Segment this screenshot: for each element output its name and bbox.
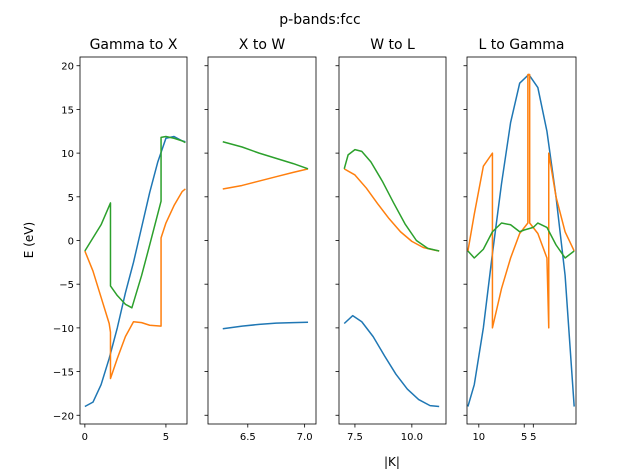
subplot-2: X to W 6.5 7.0 bbox=[204, 37, 317, 443]
subplot-1: Gamma to X −20 −15 −10 −5 0 5 10 15 20 0 5 bbox=[53, 37, 188, 443]
x-tick-label: 5 bbox=[521, 432, 527, 443]
x-tick-label: 7.5 bbox=[347, 432, 363, 443]
x-tick-label: 0 bbox=[82, 432, 88, 443]
band-line-1 bbox=[84, 135, 186, 408]
band-line-3 bbox=[84, 135, 186, 309]
x-tick-label: 5 bbox=[163, 432, 169, 443]
figure-ylabel: E (eV) bbox=[22, 222, 36, 258]
band-line-2 bbox=[222, 168, 309, 190]
x-tick-label: 5 bbox=[530, 432, 536, 443]
y-tick-label: −5 bbox=[59, 280, 74, 291]
subplot-title: Gamma to X bbox=[90, 37, 178, 53]
band-line-2 bbox=[84, 188, 186, 380]
x-tick-label: 10.0 bbox=[401, 432, 423, 443]
y-tick-label: −10 bbox=[53, 324, 74, 335]
x-tick-label: 7.0 bbox=[297, 432, 313, 443]
y-tick-label: 15 bbox=[61, 105, 74, 116]
y-tick-label: 5 bbox=[68, 193, 74, 204]
subplot-title: L to Gamma bbox=[478, 37, 564, 53]
subplot-series-group bbox=[343, 148, 440, 408]
y-tick-label: −15 bbox=[53, 368, 74, 379]
subplot-series-group bbox=[467, 73, 575, 407]
y-tick-label: 20 bbox=[61, 62, 74, 73]
y-tick-label: 0 bbox=[68, 237, 74, 248]
subplot-series-group bbox=[84, 135, 186, 408]
subplot-title: X to W bbox=[239, 37, 286, 53]
band-line-3 bbox=[222, 141, 309, 170]
subplot-3: W to L 7.5 10.0 bbox=[335, 37, 447, 443]
subplot-4: L to Gamma 10 55 bbox=[463, 37, 577, 443]
band-line-3 bbox=[343, 148, 440, 252]
y-tick-label: −20 bbox=[53, 411, 74, 422]
figure-suptitle: p-bands:fcc bbox=[279, 12, 361, 28]
subplot-panels: Gamma to X −20 −15 −10 −5 0 5 10 15 20 0 5 X to W 6.5… bbox=[53, 37, 577, 443]
band-line-2 bbox=[467, 73, 575, 329]
x-tick-label: 6.5 bbox=[240, 432, 256, 443]
figure-xlabel: |K| bbox=[384, 455, 400, 469]
band-line-1 bbox=[222, 321, 309, 330]
subplot-title: W to L bbox=[370, 37, 415, 53]
band-line-1 bbox=[343, 314, 440, 408]
x-tick-label: 10 bbox=[472, 432, 485, 443]
subplot-series-group bbox=[222, 141, 309, 330]
y-tick-label: 10 bbox=[61, 149, 74, 160]
band-line-3 bbox=[467, 222, 575, 259]
